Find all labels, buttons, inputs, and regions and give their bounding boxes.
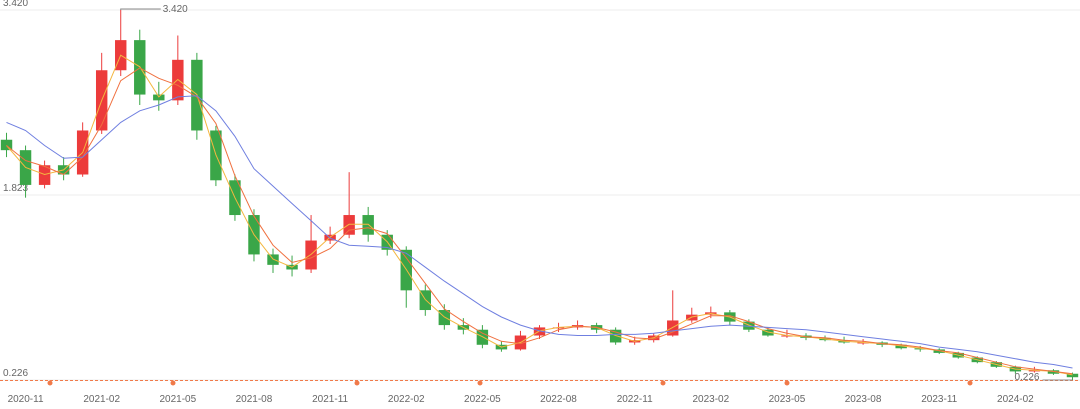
x-tick-label: 2023-08 [845, 394, 882, 405]
moving-average-line [6, 67, 1073, 375]
candle-body [1028, 370, 1041, 372]
x-tick-label: 2021-11 [312, 394, 348, 405]
x-tick-label: 2021-08 [236, 394, 273, 405]
x-tick-label: 2022-08 [540, 394, 577, 405]
x-tick-label: 2022-11 [617, 394, 653, 405]
y-tick-label: 0.226 [3, 368, 28, 379]
y-tick-label: 3.420 [3, 0, 28, 9]
grid [0, 9, 1080, 381]
candle-body [895, 344, 907, 349]
candle-body [743, 321, 755, 330]
candle-body [762, 329, 774, 336]
event-markers [47, 380, 973, 386]
event-dot [477, 380, 483, 386]
event-dot [784, 380, 790, 386]
candle-body [667, 320, 679, 336]
candle-body [1047, 370, 1060, 374]
max-label: 3.420 [163, 4, 188, 15]
candle-body [343, 215, 355, 235]
min-label: 0.226 [1014, 372, 1039, 383]
x-tick-label: 2022-05 [464, 394, 501, 405]
candles [0, 10, 1079, 380]
x-tick-label: 2024-02 [997, 394, 1034, 405]
candle-body [1066, 373, 1079, 378]
x-tick-label: 2020-11 [8, 394, 44, 405]
candle-body [38, 165, 51, 185]
candle-body [552, 327, 565, 329]
event-dot [170, 380, 176, 386]
max-leader [120, 8, 161, 10]
x-tick-label: 2021-02 [83, 394, 120, 405]
event-dot [354, 380, 360, 386]
candle-body [609, 329, 622, 343]
event-dot [967, 380, 973, 386]
event-dot [47, 380, 53, 386]
event-dot [660, 380, 666, 386]
x-tick-label: 2023-05 [769, 394, 806, 405]
candle-body [0, 139, 13, 151]
y-tick-label: 1.823 [3, 183, 28, 194]
moving-average-line [6, 95, 1073, 369]
x-tick-label: 2023-11 [921, 394, 957, 405]
x-tick-label: 2023-02 [692, 394, 729, 405]
candle-body [914, 348, 926, 350]
x-tick-label: 2021-05 [159, 394, 196, 405]
candle-body [933, 349, 945, 353]
x-tick-label: 2022-02 [388, 394, 425, 405]
candle-body [781, 335, 793, 337]
